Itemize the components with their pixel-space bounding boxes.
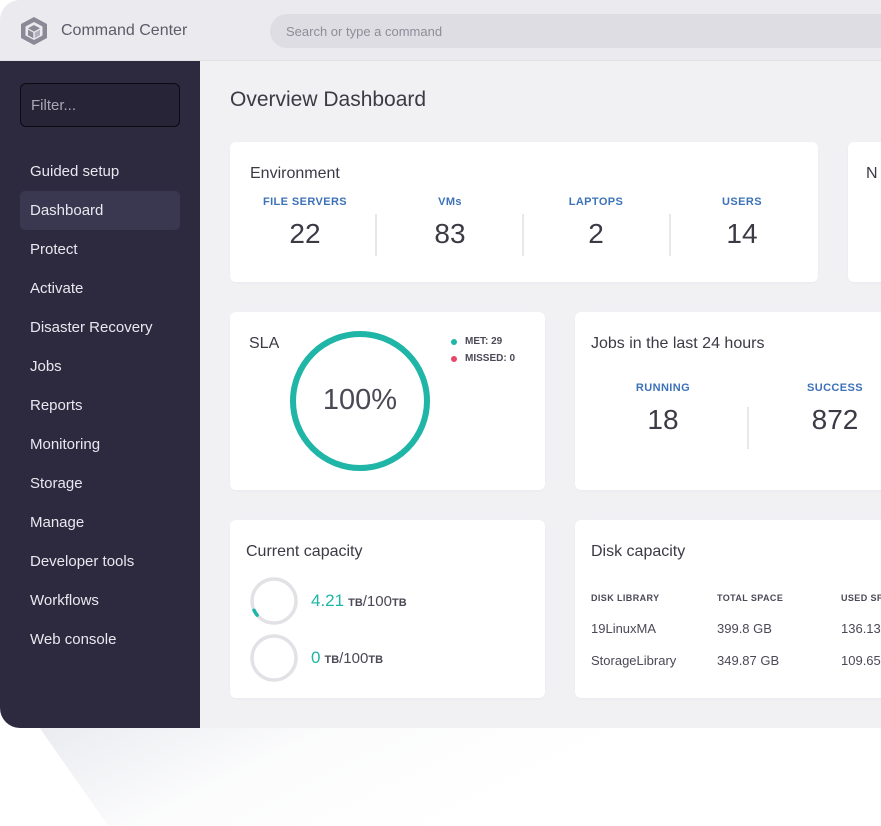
table-cell: 109.65 [841, 653, 881, 668]
stat-success[interactable]: SUCCESS 872 [775, 382, 881, 436]
stat-running[interactable]: RUNNING 18 [603, 382, 723, 436]
capacity-card: Current capacity 4.21 TB/100TB 0 TB/100T… [230, 520, 545, 698]
stat-value: 872 [811, 404, 859, 435]
sidebar-item-disaster-recovery[interactable]: Disaster Recovery [30, 319, 153, 336]
capacity-row[interactable]: 0 TB/100TB [249, 633, 383, 683]
stat-value: 83 [434, 218, 466, 249]
sla-card: SLA 100% MET: 29 MISSED: 0 [230, 312, 545, 490]
next-card-title: N [866, 165, 878, 182]
capacity-unit: TB/100TB [324, 649, 384, 667]
table-cell[interactable]: StorageLibrary [591, 653, 677, 668]
capacity-ring-icon [250, 634, 298, 682]
sidebar-item-monitoring[interactable]: Monitoring [30, 436, 101, 453]
stat-label: SUCCESS [807, 382, 863, 394]
table-header-used-space: USED SP [841, 593, 881, 603]
capacity-row[interactable]: 4.21 TB/100TB [249, 576, 407, 626]
stat-value: 14 [726, 218, 758, 249]
stat-label: RUNNING [635, 382, 691, 394]
stat-divider [669, 214, 671, 256]
stat-label: VMs [438, 196, 462, 208]
sidebar-filter-input[interactable] [20, 83, 180, 127]
sla-legend-met: MET: 29 [451, 336, 502, 347]
next-card-partial: N [848, 142, 881, 282]
missed-dot-icon [451, 355, 457, 362]
stat-label: FILE SERVERS [262, 196, 348, 208]
app-window: Command Center Guided setup Dashboard Pr… [0, 0, 881, 728]
capacity-unit: TB/100TB [348, 592, 407, 610]
capacity-ring-icon [250, 577, 298, 625]
jobs-card-title: Jobs in the last 24 hours [591, 335, 765, 352]
stat-divider [747, 407, 749, 449]
stat-vms[interactable]: VMs 83 [390, 196, 510, 250]
sidebar-item-jobs[interactable]: Jobs [30, 358, 62, 375]
table-cell: 136.13 G [841, 621, 881, 636]
stat-value: 22 [289, 218, 321, 249]
sla-ring-arc [290, 331, 430, 471]
stat-divider [375, 214, 377, 256]
table-header-disk-library: DISK LIBRARY [591, 593, 660, 603]
sidebar-item-web-console[interactable]: Web console [30, 631, 117, 648]
table-cell: 349.87 GB [717, 653, 780, 668]
sidebar-item-activate[interactable]: Activate [30, 280, 84, 297]
sidebar-nav: Guided setup Dashboard Protect Activate … [20, 152, 180, 659]
stat-laptops[interactable]: LAPTOPS 2 [536, 196, 656, 250]
table-header-total-space: TOTAL SPACE [717, 593, 784, 603]
sidebar-item-workflows[interactable]: Workflows [30, 592, 99, 609]
capacity-used-value: 4.21 [311, 591, 345, 610]
capacity-used-value: 0 [311, 648, 321, 667]
app-title: Command Center [61, 22, 188, 39]
sidebar-item-manage[interactable]: Manage [30, 514, 85, 531]
stat-file-servers[interactable]: FILE SERVERS 22 [245, 196, 365, 250]
stat-divider [522, 214, 524, 256]
disk-capacity-card-title: Disk capacity [591, 543, 686, 560]
command-center-logo-icon [21, 17, 47, 45]
command-search-input[interactable] [270, 14, 881, 48]
sla-ring-chart [290, 331, 430, 471]
sidebar-item-developer-tools[interactable]: Developer tools [30, 553, 135, 570]
stat-value: 2 [588, 218, 604, 249]
sla-met-label: MET: 29 [465, 336, 503, 347]
sidebar-item-reports[interactable]: Reports [30, 397, 83, 414]
sidebar-item-storage[interactable]: Storage [30, 475, 83, 492]
table-cell: 399.8 GB [717, 621, 772, 636]
stat-label: USERS [722, 196, 762, 208]
environment-card: Environment FILE SERVERS 22 VMs 83 LAPTO… [230, 142, 818, 282]
stat-value: 18 [647, 404, 679, 435]
jobs-card: Jobs in the last 24 hours RUNNING 18 SUC… [575, 312, 881, 490]
sidebar-item-dashboard[interactable]: Dashboard [20, 191, 180, 230]
sidebar-item-guided-setup[interactable]: Guided setup [30, 163, 120, 180]
sla-missed-label: MISSED: 0 [465, 353, 516, 364]
sla-legend-missed: MISSED: 0 [451, 353, 515, 364]
disk-capacity-card: Disk capacity DISK LIBRARY TOTAL SPACE U… [575, 520, 881, 698]
sidebar-item-protect[interactable]: Protect [30, 241, 78, 258]
stat-users[interactable]: USERS 14 [682, 196, 802, 250]
stat-label: LAPTOPS [568, 196, 624, 208]
sidebar: Guided setup Dashboard Protect Activate … [0, 61, 200, 728]
page-title: Overview Dashboard [230, 88, 427, 111]
environment-card-title: Environment [250, 165, 340, 182]
table-cell[interactable]: 19LinuxMA [591, 621, 657, 636]
sla-percent: 100% [322, 384, 398, 416]
met-dot-icon [451, 338, 457, 345]
capacity-card-title: Current capacity [246, 543, 363, 560]
top-bar: Command Center [0, 0, 881, 61]
sla-card-title: SLA [249, 335, 280, 352]
